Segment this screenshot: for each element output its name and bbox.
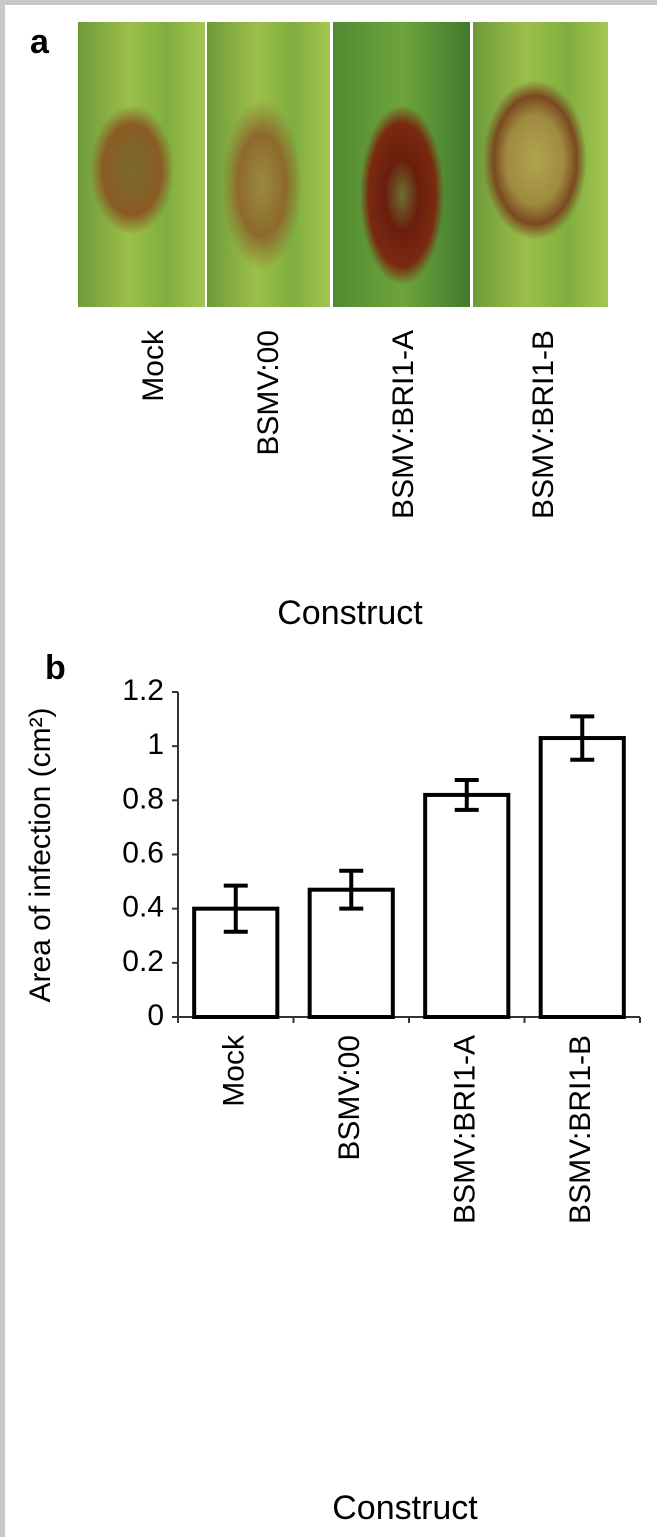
lesion — [222, 100, 302, 270]
lesion — [483, 80, 587, 240]
lesion — [360, 105, 444, 285]
y-tick-label: 0 — [147, 999, 164, 1032]
photo-label: BSMV:BRI1-B — [527, 330, 560, 519]
panel-label: a — [30, 23, 50, 61]
y-tick-label: 0.6 — [122, 836, 164, 869]
photo-label: BSMV:BRI1-A — [387, 330, 420, 519]
x-tick-label: BSMV:00 — [333, 1035, 366, 1161]
frame-left — [0, 0, 5, 1537]
photo-label: BSMV:00 — [252, 330, 285, 456]
photo-label: Mock — [137, 329, 170, 402]
frame-top — [0, 0, 657, 5]
y-axis-title: Area of infection (cm²) — [24, 707, 57, 1002]
bar — [538, 736, 626, 1020]
error-bar — [339, 868, 364, 911]
lesion — [90, 105, 174, 235]
leaf-photos — [78, 22, 608, 307]
bar — [423, 792, 511, 1020]
panel-label: b — [45, 649, 66, 687]
y-tick-label: 0.8 — [122, 782, 164, 815]
x-tick-label: BSMV:BRI1-A — [449, 1035, 482, 1224]
y-tick-label: 0.2 — [122, 945, 164, 978]
error-bar — [454, 778, 479, 812]
x-tick-label: Mock — [218, 1034, 251, 1107]
error-bar — [570, 714, 595, 762]
x-axis-title: Construct — [277, 594, 423, 632]
error-bar — [223, 883, 248, 934]
y-tick-label: 1.2 — [122, 674, 164, 707]
bar — [307, 887, 395, 1019]
y-tick-label: 0.4 — [122, 891, 164, 924]
x-axis-title: Construct — [332, 1489, 478, 1527]
x-tick-label: BSMV:BRI1-B — [564, 1035, 597, 1224]
y-tick-label: 1 — [147, 728, 164, 761]
